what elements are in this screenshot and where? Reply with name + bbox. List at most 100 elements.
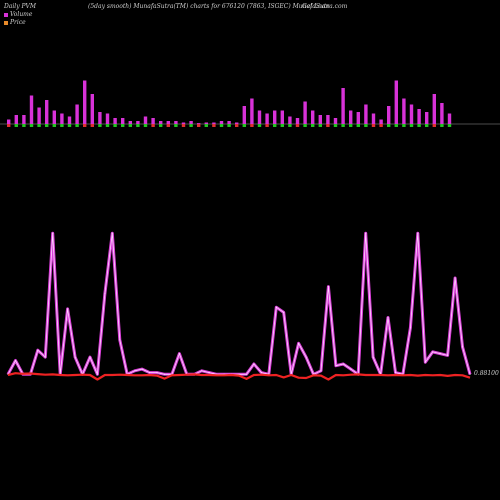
- volume-direction-bar: [151, 124, 155, 127]
- volume-direction-bar: [219, 124, 224, 127]
- volume-bar: [235, 122, 239, 124]
- volume-smooth-point: [350, 368, 352, 370]
- volume-direction-bar: [326, 124, 330, 127]
- volume-bar: [60, 113, 64, 124]
- volume-bar: [45, 100, 49, 124]
- volume-bar: [273, 110, 277, 124]
- volume-bar: [128, 121, 132, 124]
- volume-direction-bar: [265, 124, 269, 127]
- volume-smooth-line-highlight: [7, 232, 471, 375]
- volume-bar: [333, 118, 338, 124]
- volume-bar: [67, 116, 72, 124]
- chart-right-title: Gel Loan: [302, 3, 330, 10]
- volume-direction-bar: [257, 124, 262, 127]
- volume-bar: [52, 110, 56, 124]
- volume-direction-bar: [379, 124, 383, 127]
- volume-smooth-point: [208, 372, 210, 374]
- volume-smooth-point: [298, 342, 300, 344]
- volume-bar: [303, 101, 307, 124]
- volume-bar: [113, 118, 117, 124]
- volume-bar: [280, 110, 284, 124]
- volume-bar: [356, 112, 360, 124]
- volume-direction-bar: [295, 124, 300, 127]
- volume-direction-bar: [136, 124, 140, 127]
- volume-bar: [7, 119, 11, 124]
- volume-bar: [98, 112, 102, 124]
- volume-smooth-point: [447, 354, 449, 356]
- price-line: [7, 372, 471, 381]
- volume-direction-bar: [303, 124, 307, 127]
- volume-smooth-point: [417, 232, 419, 234]
- volume-bar: [417, 109, 421, 124]
- volume-direction-bar: [333, 124, 338, 127]
- volume-smooth-point: [320, 370, 322, 372]
- volume-smooth-point: [327, 286, 329, 288]
- volume-bar: [440, 103, 444, 124]
- volume-bar: [197, 123, 201, 124]
- volume-smooth-point: [178, 353, 180, 355]
- volume-bar: [402, 98, 406, 124]
- volume-direction-bar: [75, 124, 79, 127]
- volume-direction-bar: [242, 124, 246, 127]
- volume-direction-bar: [425, 124, 429, 127]
- volume-direction-bar: [52, 124, 56, 127]
- volume-smooth-point: [283, 311, 285, 313]
- volume-smooth-point: [44, 356, 46, 358]
- volume-direction-bar: [121, 124, 125, 127]
- volume-bar: [90, 94, 94, 124]
- volume-bar: [22, 115, 26, 124]
- volume-direction-bar: [356, 124, 360, 127]
- volume-direction-bar: [440, 124, 444, 127]
- volume-smooth-point: [201, 370, 203, 372]
- volume-bar: [288, 116, 292, 124]
- volume-direction-bar: [22, 124, 26, 127]
- volume-bar: [364, 104, 368, 124]
- volume-smooth-point: [253, 363, 255, 365]
- volume-smooth-point: [245, 373, 248, 375]
- volume-bar: [151, 118, 155, 124]
- volume-bar: [432, 94, 436, 124]
- volume-direction-bar: [273, 124, 277, 127]
- volume-direction-bar: [37, 124, 41, 127]
- volume-bar: [29, 95, 34, 124]
- volume-direction-bar: [174, 124, 178, 127]
- volume-smooth-point: [111, 232, 113, 234]
- volume-bar: [189, 121, 193, 124]
- volume-direction-bar: [349, 124, 353, 127]
- volume-smooth-point: [134, 370, 136, 372]
- volume-direction-bar: [311, 124, 315, 127]
- volume-smooth-point: [342, 363, 344, 365]
- volume-bar: [371, 113, 376, 124]
- volume-bar: [159, 121, 163, 124]
- volume-bar: [341, 88, 345, 124]
- volume-smooth-point: [14, 359, 17, 362]
- volume-direction-bar: [417, 124, 421, 127]
- volume-smooth-point: [149, 372, 151, 374]
- volume-bar: [14, 115, 18, 124]
- chart-left-title: Daily PVM: [4, 3, 37, 10]
- volume-direction-bar: [371, 124, 376, 127]
- volume-bar: [166, 121, 170, 124]
- volume-direction-bar: [29, 124, 34, 127]
- volume-direction-bar: [189, 124, 193, 127]
- volume-direction-bar: [364, 124, 368, 127]
- volume-smooth-point: [141, 368, 143, 370]
- legend-price: Price: [4, 19, 26, 26]
- volume-bar: [349, 110, 353, 124]
- volume-direction-bar: [45, 124, 49, 127]
- volume-direction-bar: [98, 124, 102, 127]
- volume-bar: [250, 98, 254, 124]
- volume-bar: [409, 104, 414, 124]
- volume-bar: [318, 115, 322, 124]
- volume-smooth-point: [394, 372, 397, 374]
- volume-smooth-point: [89, 356, 91, 358]
- volume-bar: [227, 121, 231, 124]
- volume-smooth-point: [365, 232, 367, 234]
- volume-bar: [394, 80, 398, 124]
- volume-direction-bar: [197, 124, 201, 127]
- volume-direction-bar: [128, 124, 132, 127]
- volume-direction-bar: [280, 124, 284, 127]
- volume-bar: [257, 110, 262, 124]
